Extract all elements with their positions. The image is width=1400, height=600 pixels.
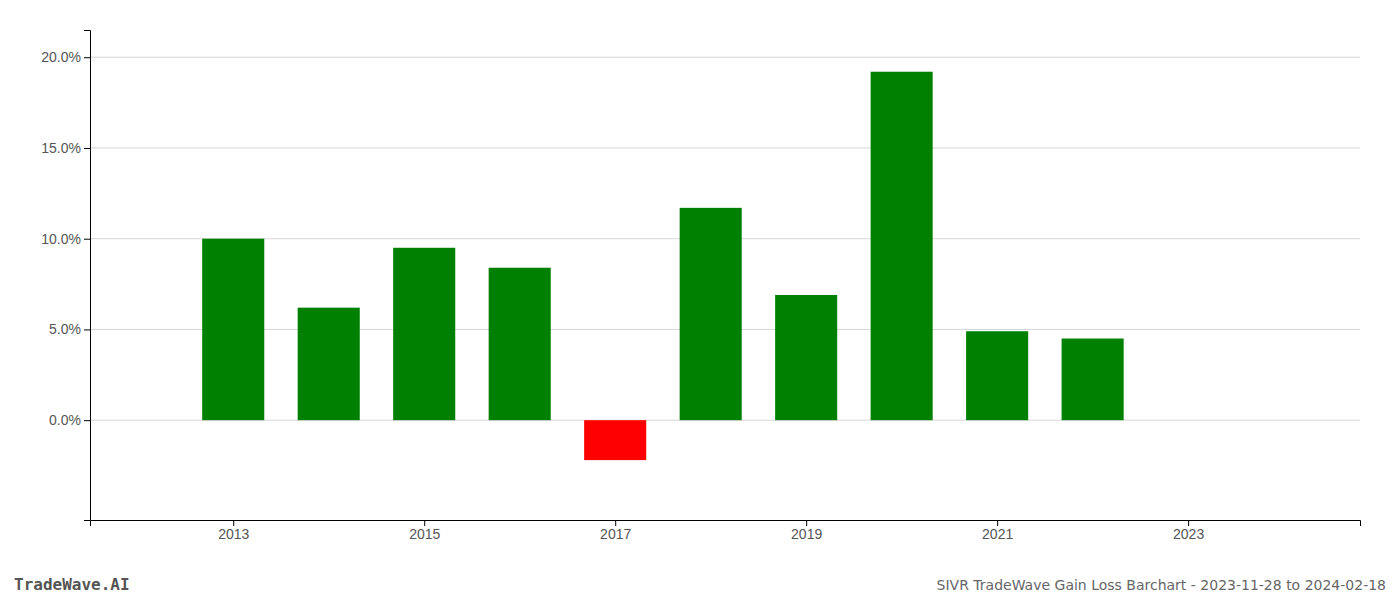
bar xyxy=(584,420,646,460)
x-tick-label: 2021 xyxy=(982,526,1013,542)
y-tick: 5.0% xyxy=(49,321,90,337)
y-tick-label: 20.0% xyxy=(41,49,81,65)
y-tick-mark xyxy=(84,57,90,58)
bar xyxy=(298,308,360,421)
bar xyxy=(871,72,933,420)
x-tick: 2019 xyxy=(791,520,822,542)
x-tick: 2013 xyxy=(218,520,249,542)
x-tick: 2017 xyxy=(600,520,631,542)
watermark: TradeWave.AI xyxy=(14,575,130,594)
y-axis: 0.0% 5.0% 10.0% 15.0% 20.0% xyxy=(41,31,90,521)
y-tick-label: 5.0% xyxy=(49,321,81,337)
plot: 2013 2015 2017 2019 2021 2023 0.0% 5.0% 10.0% 15.… xyxy=(41,31,1360,542)
x-tick: 2023 xyxy=(1173,520,1204,542)
bar xyxy=(489,268,551,420)
x-tick-label: 2013 xyxy=(218,526,249,542)
x-tick: 2021 xyxy=(982,520,1013,542)
x-tick: 2015 xyxy=(409,520,440,542)
x-tick-label: 2017 xyxy=(600,526,631,542)
x-tick-label: 2019 xyxy=(791,526,822,542)
y-tick-mark xyxy=(84,239,90,240)
bar xyxy=(775,295,837,420)
y-tick: 10.0% xyxy=(41,231,90,247)
x-axis: 2013 2015 2017 2019 2021 2023 xyxy=(91,520,1361,542)
bar xyxy=(202,239,264,420)
grid xyxy=(90,57,1360,420)
y-tick-label: 0.0% xyxy=(49,412,81,428)
y-tick-mark xyxy=(84,420,90,421)
y-tick: 20.0% xyxy=(41,49,90,65)
x-tick-label: 2023 xyxy=(1173,526,1204,542)
y-tick-label: 10.0% xyxy=(41,231,81,247)
x-tick-label: 2015 xyxy=(409,526,440,542)
bar xyxy=(966,331,1028,420)
grid-line xyxy=(90,57,1360,58)
x-axis-line xyxy=(91,521,1361,527)
y-axis-line xyxy=(84,31,91,521)
y-tick: 0.0% xyxy=(49,412,90,428)
bars xyxy=(202,72,1123,460)
y-tick-mark xyxy=(84,148,90,149)
chart: 2013 2015 2017 2019 2021 2023 0.0% 5.0% 10.0% 15.… xyxy=(0,0,1400,600)
bar xyxy=(680,208,742,420)
y-tick-mark xyxy=(84,329,90,330)
bar xyxy=(393,248,455,420)
title: SIVR TradeWave Gain Loss Barchart - 2023… xyxy=(937,577,1386,593)
grid-line xyxy=(90,147,1360,148)
bar xyxy=(1062,339,1124,421)
y-tick: 15.0% xyxy=(41,140,90,156)
y-tick-label: 15.0% xyxy=(41,140,81,156)
